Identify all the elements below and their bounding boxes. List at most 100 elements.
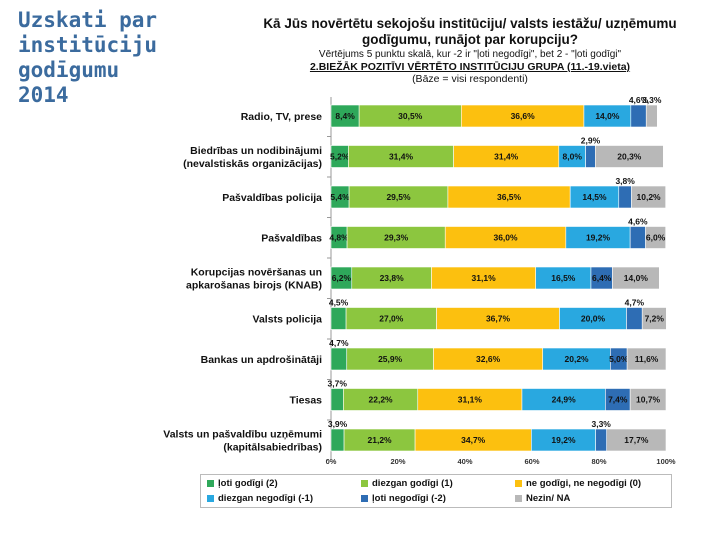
legend-label: diezgan negodīgi (-1)	[218, 493, 313, 504]
data-label: 22,2%	[369, 395, 394, 405]
data-label: 6,4%	[592, 273, 612, 283]
chart-legend: ļoti godīgi (2) diezgan godīgi (1) ne godī…	[200, 474, 672, 508]
data-label: 31,1%	[458, 395, 483, 405]
category-label: Pašvaldības policija	[222, 192, 322, 204]
x-tick-label: 80%	[591, 457, 606, 466]
category-label: Valsts un pašvaldību uzņēmumi (kapitālsab…	[163, 429, 322, 454]
data-label: 10,2%	[637, 192, 662, 202]
data-label: 29,3%	[384, 233, 409, 243]
data-label: 11,6%	[635, 354, 659, 364]
chart-group-title: 2.BIEŽĀK POZITĪVI VĒRTĒTO INSTITŪCIJU GR…	[309, 61, 631, 73]
data-label: 20,2%	[565, 354, 590, 364]
category-label: Radio, TV, prese	[241, 111, 322, 123]
data-label: 4,6%	[628, 217, 648, 227]
data-label: 34,7%	[461, 435, 486, 445]
category-label: Valsts policija	[253, 314, 323, 326]
category-label: Tiesas	[290, 395, 323, 407]
bar-segment	[595, 428, 608, 452]
data-label: 16,5%	[551, 273, 576, 283]
legend-item: diezgan godīgi (1)	[361, 478, 453, 489]
data-label: 3,3%	[642, 95, 662, 105]
legend-label: ļoti godīgi (2)	[218, 478, 278, 489]
legend-swatch	[515, 480, 522, 487]
data-label: 31,4%	[494, 152, 519, 162]
bar-segment	[641, 307, 667, 330]
data-label: 6,0%	[646, 233, 666, 243]
data-label: 29,5%	[386, 192, 411, 202]
data-label: 36,0%	[493, 233, 518, 243]
x-tick-label: 20%	[390, 457, 405, 466]
data-label: 24,9%	[552, 395, 577, 405]
data-label: 4,6%	[629, 95, 649, 105]
slide-title: Uzskati par institūciju godīgumu 2014	[18, 8, 158, 107]
data-label: 6,2%	[332, 273, 352, 283]
bar-segment	[626, 307, 643, 330]
bar-segment	[645, 104, 658, 128]
data-label: 7,4%	[608, 395, 628, 405]
legend-swatch	[361, 480, 368, 487]
legend-label: ne godīgi, ne negodīgi (0)	[526, 478, 642, 489]
data-label: 25,9%	[378, 354, 403, 364]
data-label: 8,0%	[563, 152, 583, 162]
data-label: 10,7%	[636, 395, 661, 405]
data-label: 30,5%	[398, 111, 423, 121]
data-label: 36,7%	[486, 314, 511, 324]
bar-segment	[630, 104, 647, 128]
legend-swatch	[207, 480, 214, 487]
data-label: 2,9%	[581, 136, 601, 146]
data-label: 32,6%	[476, 354, 501, 364]
data-label: 4,5%	[329, 298, 349, 308]
data-label: 21,2%	[368, 435, 393, 445]
data-label: 5,0%	[609, 354, 629, 364]
data-label: 3,9%	[328, 419, 348, 429]
data-label: 20,3%	[617, 152, 642, 162]
bar-segment	[330, 388, 344, 411]
data-label: 17,7%	[624, 435, 649, 445]
data-label: 31,4%	[389, 152, 414, 162]
legend-swatch	[361, 495, 368, 502]
chart-subtitle: Vērtējums 5 punktu skalā, kur -2 ir "ļot…	[318, 49, 622, 60]
bar-segment	[330, 307, 347, 330]
data-label: 14,5%	[582, 192, 607, 202]
data-label: 3,7%	[328, 379, 348, 389]
x-tick-label: 0%	[326, 457, 337, 466]
bar-segment	[606, 428, 667, 452]
data-label: 4,7%	[329, 338, 349, 348]
data-label: 31,1%	[472, 273, 497, 283]
legend-item: diezgan negodīgi (-1)	[207, 493, 313, 504]
bar-segment	[631, 185, 666, 209]
chart-base-note: (Bāze = visi respondenti)	[412, 73, 528, 85]
bar-segment	[595, 145, 664, 168]
data-label: 36,6%	[511, 111, 536, 121]
data-label: 7,2%	[645, 314, 665, 324]
x-tick-label: 100%	[656, 457, 676, 466]
data-label: 36,5%	[497, 192, 522, 202]
chart-header: Kā Jūs novērtētu sekojošu institūciju/ v…	[255, 16, 685, 85]
bar-segment	[645, 226, 666, 249]
legend-item: ne godīgi, ne negodīgi (0)	[515, 478, 641, 489]
data-label: 27,0%	[379, 314, 404, 324]
data-label: 4,7%	[625, 298, 645, 308]
chart-title: Kā Jūs novērtētu sekojošu institūciju/ v…	[263, 16, 677, 47]
bar-segment	[626, 347, 667, 371]
bar-segment	[629, 226, 646, 249]
data-label: 19,2%	[551, 435, 576, 445]
data-label: 5,4%	[330, 192, 350, 202]
bar-segment	[330, 347, 348, 371]
category-label: Korupcijas novēršanas un apkarošanas biro…	[186, 267, 322, 292]
data-label: 3,3%	[591, 419, 611, 429]
legend-item: ļoti negodīgi (-2)	[361, 493, 446, 504]
category-label: Bankas un apdrošinātāji	[201, 354, 322, 366]
legend-label: Nezin/ NA	[526, 493, 571, 504]
bar-segment	[612, 266, 660, 290]
legend-item: Nezin/ NA	[515, 493, 570, 504]
data-label: 3,8%	[615, 176, 635, 186]
x-tick-label: 60%	[524, 457, 539, 466]
data-label: 19,2%	[586, 233, 611, 243]
bar-segment	[618, 185, 632, 209]
data-label: 14,0%	[595, 111, 620, 121]
legend-label: diezgan godīgi (1)	[372, 478, 453, 489]
bar-segment	[585, 145, 596, 168]
data-label: 8,4%	[335, 111, 355, 121]
